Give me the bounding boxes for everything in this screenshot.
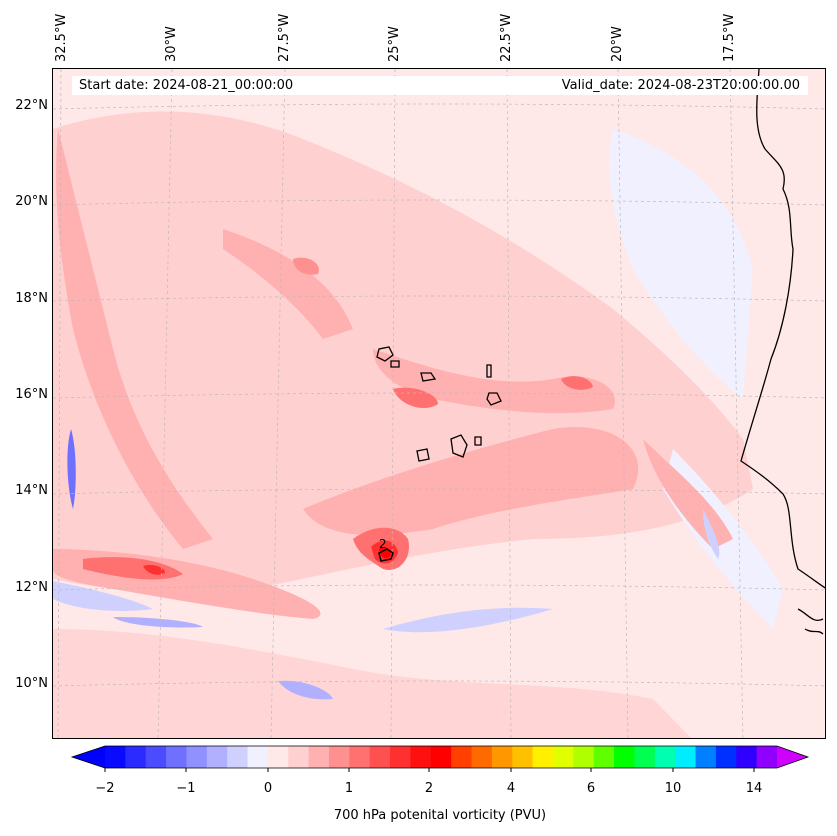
pv-region-negative <box>383 607 553 633</box>
colorbar-segment <box>675 746 697 768</box>
colorbar-segment <box>349 746 371 768</box>
pv-region-medium <box>56 129 213 549</box>
colorbar-segment <box>369 746 391 768</box>
contour-2-line <box>378 548 394 562</box>
pv-region-negative <box>703 509 720 559</box>
colorbar-under-extend <box>72 746 105 768</box>
coastline <box>376 69 825 635</box>
colorbar-segment <box>736 746 758 768</box>
pv-region-light-blue <box>609 129 753 399</box>
colorbar-tick: 14 <box>745 781 763 796</box>
colorbar-segment <box>553 746 574 768</box>
colorbar-segment <box>532 746 554 768</box>
pv-region-medium <box>643 439 733 549</box>
pv-region-negative <box>53 581 153 611</box>
start-date: Start date: 2024-08-21_00:00:00 <box>79 78 294 93</box>
contour-label: 2 <box>379 537 387 551</box>
lat-label: 18°N <box>15 291 48 306</box>
lat-label: 10°N <box>15 676 48 691</box>
colorbar-over-extend <box>777 746 808 768</box>
colorbar-segment <box>125 746 147 768</box>
lat-label: 22°N <box>15 98 48 113</box>
colorbar-segment <box>329 746 350 768</box>
pv-region-strong <box>293 257 319 275</box>
lon-label: 30°W <box>164 26 179 62</box>
colorbar-label: 700 hPa potenital vorticity (PVU) <box>333 808 547 823</box>
pv-region-negative <box>113 617 203 628</box>
lat-label: 16°N <box>15 387 48 402</box>
lon-label: 32.5°W <box>54 13 69 62</box>
colorbar-segment <box>573 746 595 768</box>
pv-region-strong <box>143 564 165 575</box>
pv-region-medium <box>303 427 639 535</box>
colorbar-segment <box>451 746 473 768</box>
colorbar-segment <box>756 746 778 768</box>
colorbar-segment <box>715 746 737 768</box>
colorbar-segment <box>695 746 717 768</box>
colorbar-segment <box>390 746 411 768</box>
colorbar-segment <box>288 746 310 768</box>
lon-label: 27.5°W <box>277 13 292 62</box>
colorbar-tick: 0 <box>263 781 273 796</box>
colorbar-segment <box>186 746 208 768</box>
colorbar-segment <box>105 746 126 768</box>
pv-contour-field: 2 <box>53 69 825 738</box>
colorbar-tick: 6 <box>586 781 596 796</box>
pv-region-light <box>53 629 692 738</box>
lon-label: 25°W <box>387 26 402 62</box>
date-info-box: Start date: 2024-08-21_00:00:00 Valid_da… <box>72 76 808 95</box>
graticule <box>53 69 825 738</box>
colorbar-segment <box>267 746 289 768</box>
colorbar-segment <box>430 746 452 768</box>
colorbar-tick: −2 <box>95 781 115 796</box>
colorbar-segment <box>471 746 493 768</box>
colorbar-tick: −1 <box>176 781 196 796</box>
colorbar-segment <box>593 746 615 768</box>
colorbar-segment <box>491 746 513 768</box>
colorbar-tick: 4 <box>506 781 516 796</box>
colorbar-segment <box>634 746 656 768</box>
colorbar-segment <box>166 746 187 768</box>
colorbar-tick: 2 <box>424 781 434 796</box>
colorbar-tick: 10 <box>664 781 682 796</box>
colorbar-segment <box>410 746 432 768</box>
colorbar-tick: 1 <box>344 781 354 796</box>
colorbar <box>70 745 810 772</box>
lon-label: 17.5°W <box>722 13 737 62</box>
pv-region-strong <box>561 376 593 390</box>
colorbar-segment <box>206 746 228 768</box>
pv-region-medium <box>223 229 353 339</box>
lat-label: 20°N <box>15 194 48 209</box>
lon-label: 22.5°W <box>499 13 514 62</box>
pv-map: 2 <box>52 68 826 739</box>
colorbar-segment <box>512 746 534 768</box>
lon-label: 20°W <box>610 26 625 62</box>
colorbar-segment <box>145 746 167 768</box>
colorbar-segment <box>308 746 330 768</box>
pv-region-negative <box>278 680 333 700</box>
lat-label: 14°N <box>15 483 48 498</box>
colorbar-segment <box>227 746 249 768</box>
colorbar-segment <box>614 746 635 768</box>
colorbar-segment <box>247 746 269 768</box>
colorbar-segment <box>654 746 676 768</box>
valid-date: Valid_date: 2024-08-23T20:00:00.00 <box>561 78 800 93</box>
lat-label: 12°N <box>15 580 48 595</box>
pv-region-negative <box>67 429 76 509</box>
